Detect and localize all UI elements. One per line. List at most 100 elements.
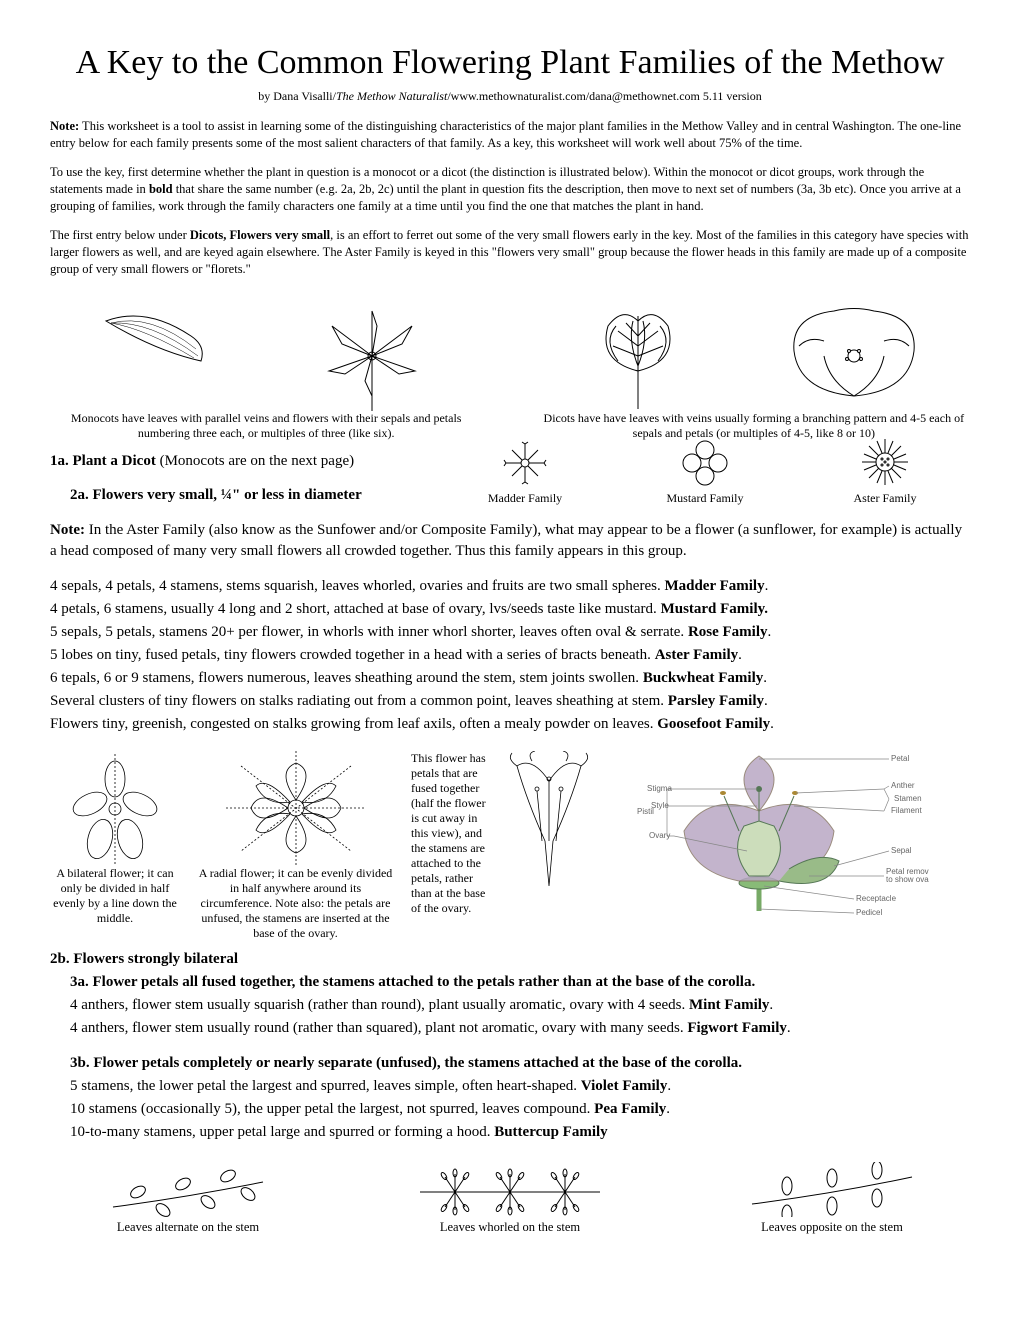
anatomy-label-anther: Anther	[891, 781, 915, 790]
anatomy-label-stigma: Stigma	[647, 784, 672, 793]
note2-text: In the Aster Family (also know as the Su…	[50, 522, 962, 559]
intro-p3a: The first entry below under	[50, 228, 190, 242]
anatomy-label-sepal: Sepal	[891, 846, 912, 855]
byline: by Dana Visalli/The Methow Naturalist/ww…	[50, 88, 970, 104]
anatomy-label-ovary: Ovary	[649, 831, 670, 840]
madder-family-icon	[500, 438, 550, 488]
family-line-buttercup: 10-to-many stamens, upper petal large an…	[70, 1122, 970, 1143]
s3b1b: Violet Family	[581, 1078, 668, 1094]
s3b1a: 5 stamens, the lower petal the largest a…	[70, 1078, 581, 1094]
dicot-leaf-icon	[578, 301, 698, 411]
aster-family-label: Aster Family	[854, 491, 917, 505]
key-3a-bold: 3a. Flower petals all fused together, th…	[70, 974, 755, 990]
monocot-leaf-icon	[96, 301, 216, 411]
fused-flower-icon	[497, 751, 602, 891]
family-line-buckwheat: 6 tepals, 6 or 9 stamens, flowers numero…	[50, 668, 970, 689]
fl1b: Madder Family	[664, 578, 764, 594]
family-line-madder: 4 sepals, 4 petals, 4 stamens, stems squ…	[50, 576, 970, 597]
fused-caption: This flower has petals that are fused to…	[411, 751, 486, 915]
family-line-mint: 4 anthers, flower stem usually squarish …	[70, 995, 970, 1016]
intro-p2b: that share the same number (e.g. 2a, 2b,…	[50, 182, 961, 213]
s3b3a: 10-to-many stamens, upper petal large an…	[70, 1124, 494, 1140]
leaves-whorled-icon	[415, 1162, 605, 1217]
leaves-whorled-caption: Leaves whorled on the stem	[440, 1220, 580, 1234]
note-label: Note:	[50, 119, 79, 133]
family-line-mustard: 4 petals, 6 stamens, usually 4 long and …	[50, 599, 970, 620]
key-1a-rest: (Monocots are on the next page)	[160, 453, 355, 469]
anatomy-label-pistil: Pistil	[637, 807, 654, 816]
page-title: A Key to the Common Flowering Plant Fami…	[50, 40, 970, 86]
intro-p3-bold: Dicots, Flowers very small	[190, 228, 330, 242]
fl4b: Aster Family	[655, 647, 738, 663]
leaves-opposite-icon	[747, 1162, 917, 1217]
bilateral-flower-icon	[65, 754, 165, 864]
leaves-alternate-icon	[108, 1162, 268, 1217]
aster-note: Note: In the Aster Family (also know as …	[50, 520, 970, 562]
dicot-flower-icon	[779, 301, 929, 411]
monocot-dicot-figures: Monocots have leaves with parallel veins…	[50, 291, 970, 441]
key-3b-bold: 3b. Flower petals completely or nearly s…	[70, 1055, 742, 1071]
byline-contact: /www.methownaturalist.com/dana@methownet…	[447, 89, 761, 103]
byline-publication: The Methow Naturalist	[336, 89, 447, 103]
madder-family-label: Madder Family	[488, 491, 562, 505]
leaf-arrangement-figures: Leaves alternate on the stem Leaves whor…	[50, 1159, 970, 1236]
anatomy-label-petal: Petal	[891, 754, 909, 763]
intro-p1-text: This worksheet is a tool to assist in le…	[50, 119, 961, 150]
fl6b: Parsley Family	[668, 693, 764, 709]
fl2b: Mustard Family.	[661, 601, 769, 617]
fl4a: 5 lobes on tiny, fused petals, tiny flow…	[50, 647, 655, 663]
fl5b: Buckwheat Family	[643, 670, 763, 686]
radial-caption: A radial flower; it can be evenly divide…	[199, 866, 393, 940]
family-line-parsley: Several clusters of tiny flowers on stal…	[50, 691, 970, 712]
key-2b: 2b. Flowers strongly bilateral	[50, 949, 970, 970]
note2-label: Note:	[50, 522, 85, 538]
bilateral-caption: A bilateral flower; it can only be divid…	[53, 866, 177, 925]
family-line-rose: 5 sepals, 5 petals, stamens 20+ per flow…	[50, 622, 970, 643]
fl7b: Goosefoot Family	[657, 716, 770, 732]
s3a2a: 4 anthers, flower stem usually round (ra…	[70, 1020, 687, 1036]
anatomy-label-stamen: Stamen	[894, 794, 922, 803]
fl1a: 4 sepals, 4 petals, 4 stamens, stems squ…	[50, 578, 664, 594]
byline-author: by Dana Visalli/	[258, 89, 336, 103]
leaves-alternate-caption: Leaves alternate on the stem	[117, 1220, 259, 1234]
s3a1b: Mint Family	[689, 997, 769, 1013]
anatomy-label-receptacle: Receptacle	[856, 894, 897, 903]
radial-flower-icon	[226, 751, 366, 866]
fl7a: Flowers tiny, greenish, congested on sta…	[50, 716, 657, 732]
aster-family-icon	[858, 435, 913, 490]
key-2b-bold: 2b. Flowers strongly bilateral	[50, 951, 238, 967]
anatomy-label-removed2: to show ovary	[886, 875, 929, 884]
intro-p3: The first entry below under Dicots, Flow…	[50, 227, 970, 278]
mustard-family-label: Mustard Family	[667, 491, 744, 505]
family-line-figwort: 4 anthers, flower stem usually round (ra…	[70, 1018, 970, 1039]
fl2a: 4 petals, 6 stamens, usually 4 long and …	[50, 601, 661, 617]
symmetry-figures: A bilateral flower; it can only be divid…	[50, 751, 970, 941]
key-3a: 3a. Flower petals all fused together, th…	[70, 972, 970, 993]
s3b2a: 10 stamens (occasionally 5), the upper p…	[70, 1101, 594, 1117]
fl6a: Several clusters of tiny flowers on stal…	[50, 693, 668, 709]
intro-note: Note: This worksheet is a tool to assist…	[50, 118, 970, 152]
key-1a-bold: 1a. Plant a Dicot	[50, 453, 160, 469]
monocot-flower-icon	[307, 296, 437, 411]
fl3a: 5 sepals, 5 petals, stamens 20+ per flow…	[50, 624, 688, 640]
s3a1a: 4 anthers, flower stem usually squarish …	[70, 997, 689, 1013]
s3b2b: Pea Family	[594, 1101, 666, 1117]
family-line-violet: 5 stamens, the lower petal the largest a…	[70, 1076, 970, 1097]
family-line-goosefoot: Flowers tiny, greenish, congested on sta…	[50, 714, 970, 735]
family-line-pea: 10 stamens (occasionally 5), the upper p…	[70, 1099, 970, 1120]
anatomy-label-filament: Filament	[891, 806, 922, 815]
key-2a-bold: 2a. Flowers very small, ¼" or less in di…	[70, 487, 362, 503]
fl3b: Rose Family	[688, 624, 768, 640]
key-3b: 3b. Flower petals completely or nearly s…	[70, 1053, 970, 1074]
s3b3b: Buttercup Family	[494, 1124, 607, 1140]
mustard-family-icon	[680, 438, 730, 488]
family-line-aster: 5 lobes on tiny, fused petals, tiny flow…	[50, 645, 970, 666]
monocot-caption: Monocots have leaves with parallel veins…	[50, 411, 482, 441]
intro-p2: To use the key, first determine whether …	[50, 164, 970, 215]
intro-p2-bold: bold	[149, 182, 173, 196]
leaves-opposite-caption: Leaves opposite on the stem	[761, 1220, 903, 1234]
s3a2b: Figwort Family	[687, 1020, 787, 1036]
flower-anatomy-diagram: Petal Anther Stamen Filament Sepal Petal…	[629, 751, 929, 921]
anatomy-label-pedicel: Pedicel	[856, 908, 882, 917]
fl5a: 6 tepals, 6 or 9 stamens, flowers numero…	[50, 670, 643, 686]
